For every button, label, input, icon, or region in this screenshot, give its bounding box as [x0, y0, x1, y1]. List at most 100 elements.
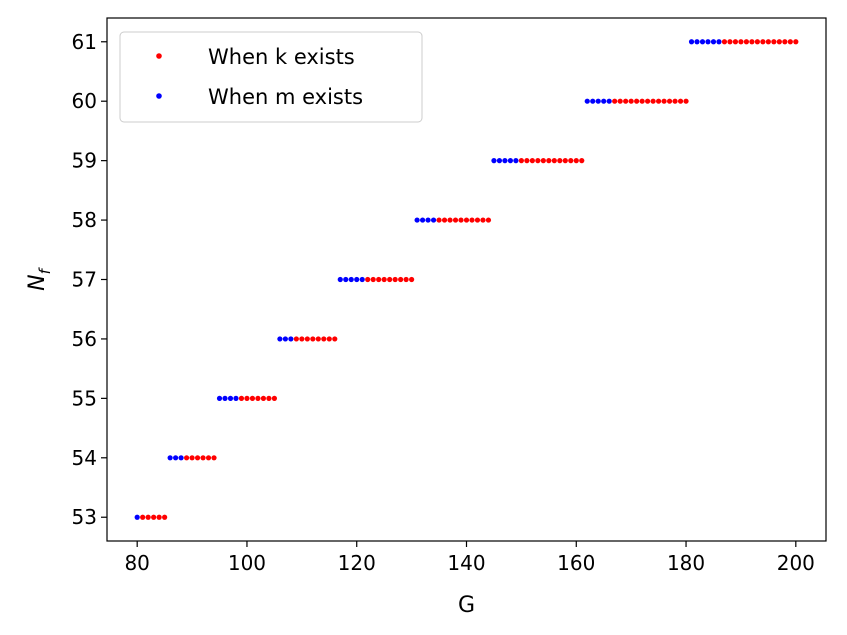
- data-point-when-k-exists: [211, 455, 217, 461]
- data-point-when-m-exists: [359, 276, 365, 283]
- data-point-when-k-exists: [365, 276, 371, 283]
- data-point-when-k-exists: [162, 514, 168, 520]
- data-point-when-m-exists: [584, 98, 590, 104]
- data-point-when-k-exists: [743, 39, 750, 45]
- y-tick-label: 61: [72, 30, 97, 54]
- x-tick-label: 120: [338, 551, 376, 575]
- data-point-when-k-exists: [628, 98, 634, 104]
- legend: When k exists When m exists: [119, 31, 423, 123]
- data-point-when-k-exists: [551, 158, 557, 164]
- data-point-when-k-exists: [376, 276, 382, 283]
- data-point-when-m-exists: [178, 455, 184, 461]
- data-point-when-k-exists: [535, 158, 541, 164]
- data-point-when-m-exists: [233, 395, 239, 401]
- data-point-when-m-exists: [694, 39, 700, 45]
- x-tick-label: 140: [447, 551, 485, 575]
- y-tick-label: 56: [72, 327, 97, 351]
- data-point-when-k-exists: [645, 98, 651, 104]
- data-point-when-k-exists: [387, 276, 393, 283]
- data-point-when-k-exists: [661, 98, 667, 104]
- data-point-when-k-exists: [573, 158, 579, 164]
- data-point-when-k-exists: [727, 39, 733, 45]
- y-axis: 53 54 55 56 57 58 59 60 61: [72, 30, 107, 529]
- x-axis-label: G: [458, 593, 475, 618]
- data-point-when-k-exists: [392, 276, 398, 283]
- legend-label-when-k-exists: When k exists: [208, 45, 355, 69]
- data-point-when-k-exists: [140, 514, 146, 520]
- legend-marker-when-m-exists: [156, 93, 162, 99]
- data-point-when-k-exists: [546, 158, 552, 164]
- data-point-when-m-exists: [430, 217, 437, 223]
- data-point-when-k-exists: [463, 217, 470, 223]
- data-point-when-m-exists: [705, 39, 711, 45]
- data-point-when-k-exists: [765, 39, 771, 45]
- x-tick-label: 100: [228, 551, 266, 575]
- x-tick-label: 80: [124, 551, 149, 575]
- data-point-when-m-exists: [419, 217, 426, 223]
- data-point-when-k-exists: [732, 39, 739, 45]
- data-point-when-k-exists: [634, 98, 640, 104]
- data-point-when-k-exists: [524, 158, 530, 164]
- data-point-when-m-exists: [595, 98, 601, 104]
- data-point-when-k-exists: [480, 217, 486, 223]
- plot-area: [134, 39, 799, 520]
- data-point-when-m-exists: [710, 39, 717, 45]
- data-point-when-k-exists: [315, 336, 321, 342]
- data-point-when-m-exists: [288, 336, 294, 342]
- data-point-when-k-exists: [293, 336, 299, 342]
- data-point-when-m-exists: [134, 514, 140, 520]
- data-point-when-k-exists: [381, 276, 387, 283]
- data-point-when-m-exists: [277, 336, 283, 342]
- data-point-when-k-exists: [194, 455, 201, 461]
- y-tick-label: 55: [72, 386, 97, 410]
- data-point-when-k-exists: [749, 39, 755, 45]
- data-point-when-k-exists: [760, 39, 766, 45]
- data-point-when-m-exists: [606, 98, 612, 104]
- data-point-when-k-exists: [403, 276, 409, 283]
- data-point-when-k-exists: [299, 336, 305, 342]
- data-point-when-k-exists: [304, 336, 310, 342]
- data-point-when-k-exists: [271, 395, 278, 401]
- data-point-when-k-exists: [666, 98, 673, 104]
- plot-frame: [106, 17, 827, 542]
- data-point-when-m-exists: [491, 158, 497, 164]
- data-point-when-k-exists: [474, 217, 481, 223]
- data-point-when-k-exists: [579, 158, 585, 164]
- data-point-when-k-exists: [650, 98, 656, 104]
- legend-label-when-m-exists: When m exists: [208, 85, 363, 109]
- data-point-when-k-exists: [771, 39, 777, 45]
- data-point-when-k-exists: [672, 98, 678, 104]
- data-point-when-m-exists: [688, 39, 695, 45]
- data-point-when-k-exists: [458, 217, 464, 223]
- legend-box: [119, 31, 423, 123]
- data-point-when-k-exists: [409, 276, 415, 283]
- data-point-when-k-exists: [436, 217, 442, 223]
- data-point-when-m-exists: [590, 98, 596, 104]
- data-point-when-k-exists: [469, 217, 475, 223]
- data-point-when-k-exists: [639, 98, 645, 104]
- data-point-when-k-exists: [787, 39, 793, 45]
- data-point-when-k-exists: [332, 336, 338, 342]
- data-point-when-k-exists: [568, 158, 574, 164]
- y-tick-label: 54: [72, 446, 97, 470]
- data-point-when-k-exists: [721, 39, 728, 45]
- data-point-when-m-exists: [348, 276, 354, 283]
- data-point-when-k-exists: [260, 395, 267, 401]
- data-point-when-k-exists: [518, 158, 524, 164]
- data-point-when-k-exists: [249, 395, 256, 401]
- data-point-when-m-exists: [414, 217, 420, 223]
- data-point-when-k-exists: [562, 158, 568, 164]
- data-point-when-k-exists: [145, 514, 151, 520]
- data-point-when-m-exists: [699, 39, 706, 45]
- data-point-when-m-exists: [282, 336, 288, 342]
- data-point-when-k-exists: [540, 158, 546, 164]
- data-point-when-m-exists: [337, 276, 343, 283]
- data-point-when-m-exists: [354, 276, 360, 283]
- y-tick-label: 59: [72, 149, 97, 173]
- x-axis: 80 100 120 140 160 180 200: [124, 541, 815, 575]
- y-tick-label: 58: [72, 208, 97, 232]
- data-point-when-k-exists: [754, 39, 760, 45]
- data-point-when-m-exists: [425, 217, 431, 223]
- x-tick-label: 160: [557, 551, 595, 575]
